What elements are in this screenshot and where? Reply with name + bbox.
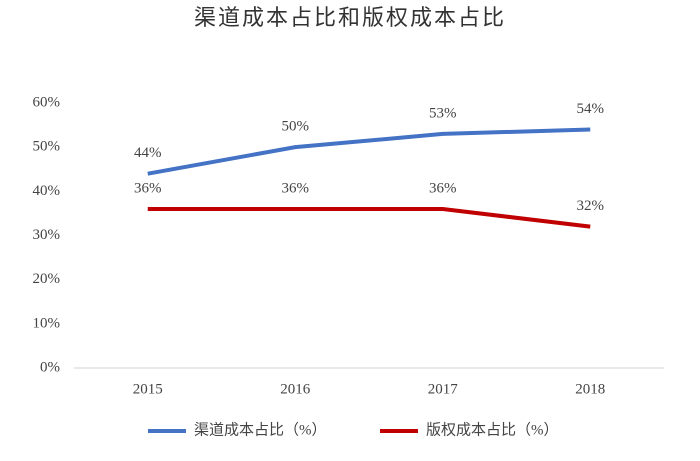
y-tick-label: 30% — [33, 227, 61, 243]
x-tick-label: 2015 — [133, 381, 163, 397]
x-tick-label: 2016 — [280, 381, 311, 397]
series-line — [147, 127, 591, 176]
y-tick-label: 20% — [33, 271, 61, 287]
legend-label: 版权成本占比（%） — [426, 421, 559, 438]
chart-title: 渠道成本占比和版权成本占比 — [194, 5, 506, 30]
legend-label: 渠道成本占比（%） — [194, 421, 327, 438]
data-label: 36% — [282, 180, 310, 196]
data-label: 36% — [134, 180, 162, 196]
y-tick-label: 60% — [33, 94, 61, 110]
y-tick-label: 10% — [33, 315, 61, 331]
data-label: 53% — [429, 105, 457, 121]
data-label: 44% — [134, 145, 162, 161]
data-label: 50% — [282, 119, 310, 135]
data-label: 36% — [429, 180, 457, 196]
data-label: 54% — [577, 101, 605, 117]
x-tick-label: 2017 — [428, 381, 459, 397]
data-label: 32% — [577, 198, 605, 214]
y-tick-label: 40% — [33, 183, 61, 199]
y-tick-label: 50% — [33, 139, 61, 155]
series-line — [147, 207, 591, 229]
x-tick-label: 2018 — [575, 381, 605, 397]
y-tick-label: 0% — [40, 359, 60, 375]
